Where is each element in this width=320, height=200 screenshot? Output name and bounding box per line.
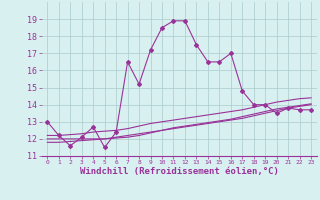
X-axis label: Windchill (Refroidissement éolien,°C): Windchill (Refroidissement éolien,°C) <box>80 167 279 176</box>
